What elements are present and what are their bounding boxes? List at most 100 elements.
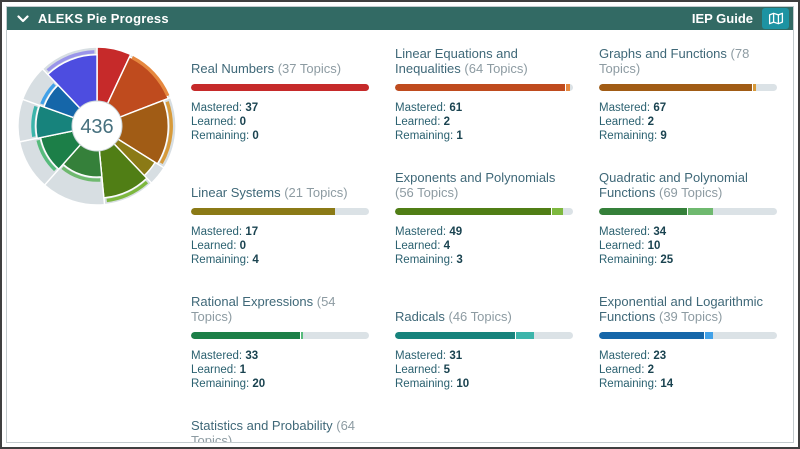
remaining-row: Remaining: 9 [599,130,667,142]
topic-stats: Mastered: 49 Learned: 4 Remaining: 3 [395,225,573,267]
topic-count: (64 Topics) [191,418,356,443]
map-book-icon [768,12,783,25]
topic-name: Statistics and Probability [191,418,333,433]
learned-row: Learned: 2 [599,364,655,376]
topic-name: Exponential and Logarithmic Functions [599,294,764,324]
topic-count: (54 Topics) [191,294,336,324]
mastered-row: Mastered: 17 [191,226,259,238]
pie-center-circle [71,100,123,152]
remaining-row: Remaining: 10 [395,378,470,390]
progress-mastered-segment [395,208,551,215]
topic-progress-bar [395,332,573,339]
learned-row: Learned: 4 [395,240,451,252]
progress-mastered-segment [599,208,687,215]
topic-name: Real Numbers [191,61,275,76]
learned-value: 1 [239,364,247,376]
remaining-value: 20 [252,378,266,390]
progress-learned-segment [514,332,535,339]
pie-learned-arc [46,50,95,72]
topic-count: (56 Topics) [395,185,459,200]
learned-value: 2 [443,116,451,128]
remaining-row: Remaining: 3 [395,254,463,266]
learned-row: Learned: 0 [191,116,247,128]
progress-mastered-segment [395,84,565,91]
topic-stats: Mastered: 33 Learned: 1 Remaining: 20 [191,349,369,391]
topic-card: Linear Systems (21 Topics) Mastered: 17 Le… [191,168,369,267]
topic-title: Rational Expressions (54 Topics) [191,292,369,324]
iep-guide-button[interactable] [762,8,789,29]
learned-value: 2 [647,364,655,376]
pie-learned-arc [36,139,57,172]
progress-learned-segment [564,84,571,91]
topic-name: Exponents and Polynomials [395,170,556,185]
learned-row: Learned: 2 [599,116,655,128]
topic-name: Quadratic and Polynomial Functions [599,170,748,200]
topic-name: Linear Equations and Inequalities [395,46,518,76]
chevron-down-icon[interactable] [17,14,29,23]
remaining-value: 10 [456,378,470,390]
topic-name: Rational Expressions [191,294,314,309]
topic-card: Linear Equations and Inequalities (64 To… [395,44,573,143]
mastered-value: 67 [653,102,667,114]
progress-learned-segment [550,208,564,215]
mastered-value: 37 [245,102,259,114]
topic-card: Radicals (46 Topics) Mastered: 31 Learned:… [395,292,573,391]
topic-progress-bar [599,332,777,339]
learned-value: 10 [647,240,661,252]
topic-progress-bar [599,208,777,215]
mastered-row: Mastered: 67 [599,102,667,114]
learned-row: Learned: 0 [191,240,247,252]
pie-chart-area: 436 [7,38,189,442]
topic-name: Radicals [395,309,445,324]
remaining-value: 14 [660,378,674,390]
progress-mastered-segment [395,332,515,339]
learned-value: 5 [443,364,451,376]
topic-card: Rational Expressions (54 Topics) Mastered… [191,292,369,391]
mastered-row: Mastered: 61 [395,102,463,114]
mastered-value: 33 [245,350,259,362]
topic-count: (46 Topics) [448,309,512,324]
topic-stats: Mastered: 61 Learned: 2 Remaining: 1 [395,101,573,143]
progress-mastered-segment [599,332,704,339]
remaining-value: 4 [252,254,259,266]
pie-learned-arc [31,105,38,137]
mastered-value: 49 [449,226,463,238]
progress-mastered-segment [191,208,336,215]
topic-progress-bar [191,208,369,215]
topic-title: Exponential and Logarithmic Functions (3… [599,292,777,324]
learned-row: Learned: 5 [395,364,451,376]
learned-value: 2 [647,116,655,128]
topic-progress-bar [191,84,369,91]
pie-learned-arc [131,56,170,97]
topic-stats: Mastered: 23 Learned: 2 Remaining: 14 [599,349,777,391]
mastered-row: Mastered: 37 [191,102,259,114]
topic-title: Linear Equations and Inequalities (64 To… [395,44,573,76]
aleks-pie-chart: 436 [17,46,177,206]
topic-card: Quadratic and Polynomial Functions (69 T… [599,168,777,267]
topic-name: Graphs and Functions [599,46,727,61]
topic-title: Exponents and Polynomials (56 Topics) [395,168,573,200]
topic-stats: Mastered: 31 Learned: 5 Remaining: 10 [395,349,573,391]
progress-learned-segment [703,332,714,339]
topic-count: (64 Topics) [464,61,528,76]
mastered-row: Mastered: 23 [599,350,667,362]
pie-center-total: 436 [80,116,113,138]
topic-title: Radicals (46 Topics) [395,292,573,324]
remaining-value: 3 [456,254,463,266]
learned-value: 0 [239,116,247,128]
learned-value: 0 [239,240,247,252]
topic-count: (78 Topics) [599,46,750,76]
remaining-value: 1 [456,130,463,142]
mastered-value: 31 [449,350,463,362]
pie-learned-arc [40,83,56,105]
topic-card: Exponents and Polynomials (56 Topics) Mas… [395,168,573,267]
topic-stats: Mastered: 34 Learned: 10 Remaining: 25 [599,225,777,267]
topic-count: (39 Topics) [659,309,723,324]
topic-progress-bar [395,84,573,91]
topic-card: Graphs and Functions (78 Topics) Mastered… [599,44,777,143]
progress-learned-segment [751,84,757,91]
progress-mastered-segment [191,84,369,91]
mastered-row: Mastered: 33 [191,350,259,362]
page-title: ALEKS Pie Progress [38,11,169,26]
topic-title: Real Numbers (37 Topics) [191,44,369,76]
